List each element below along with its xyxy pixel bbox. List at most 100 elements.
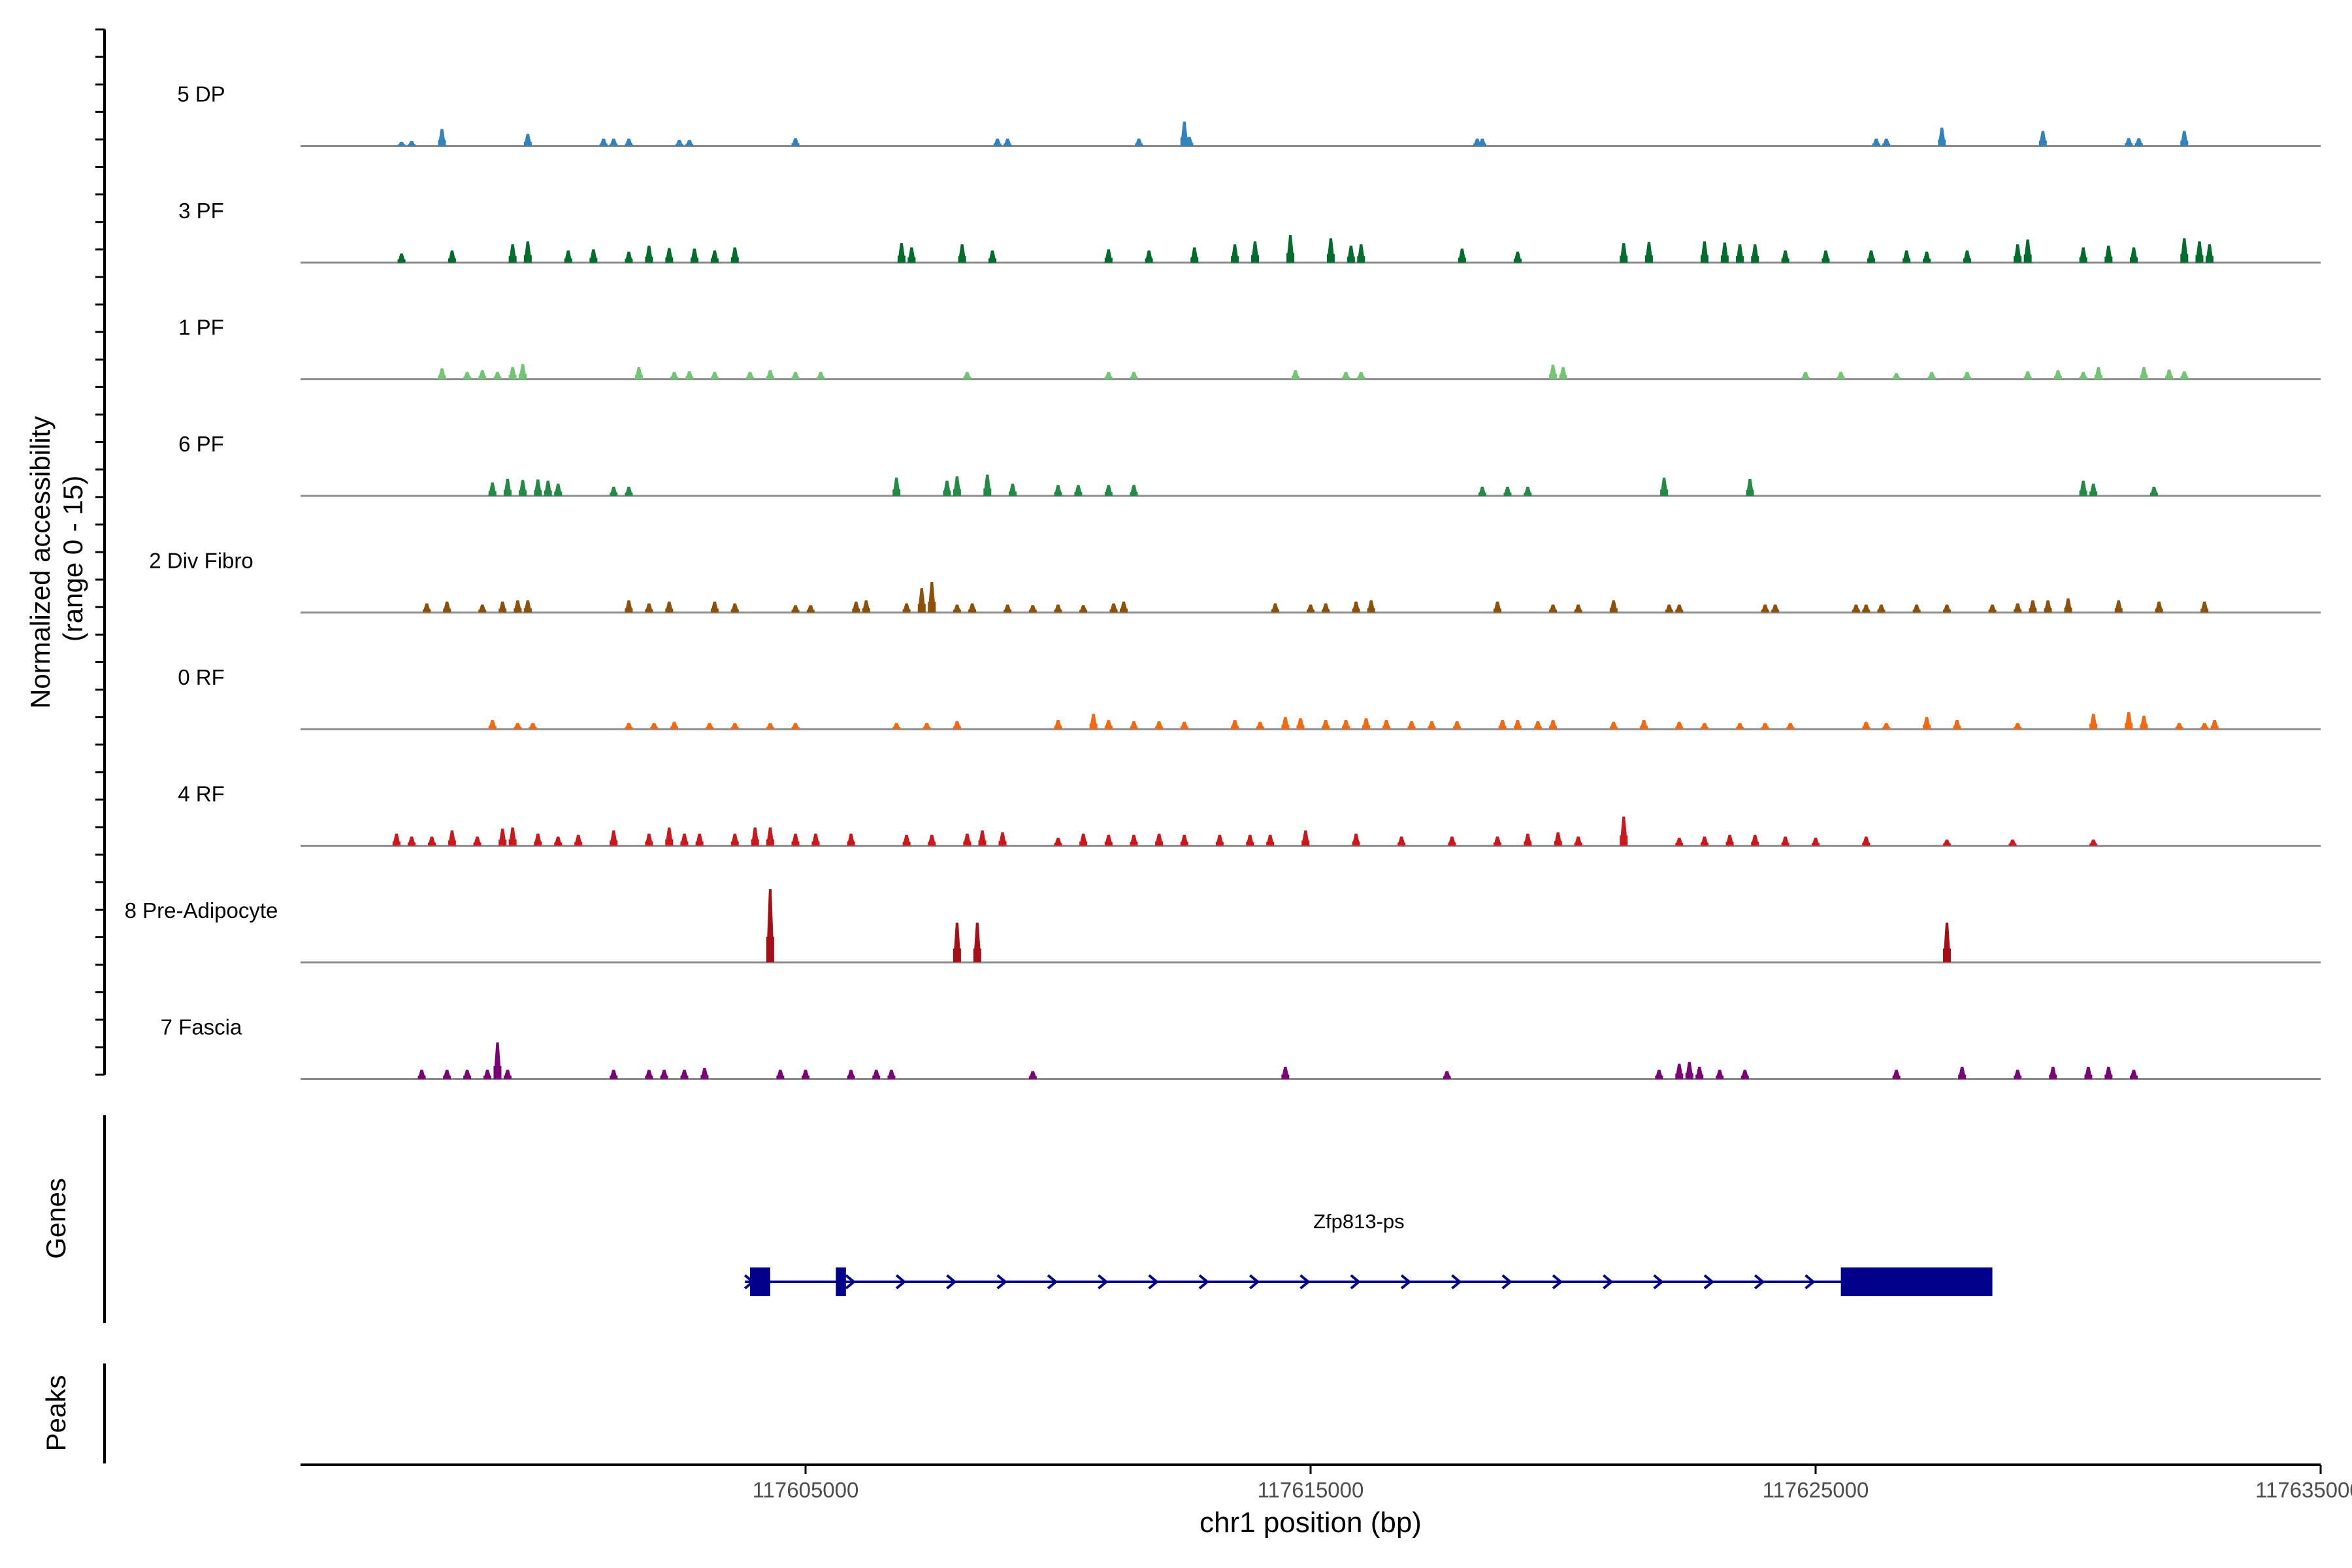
- peak-spike: [514, 723, 522, 729]
- peak-spike: [2200, 601, 2209, 613]
- peak-spike: [2149, 487, 2158, 496]
- peak-spike: [680, 833, 689, 846]
- peak-spike: [493, 372, 502, 380]
- peak-spike: [811, 833, 820, 846]
- peak-spike: [1942, 840, 1951, 846]
- peak-spike: [2038, 131, 2047, 146]
- peak-spike: [1155, 833, 1164, 846]
- peak-spike: [1867, 250, 1876, 263]
- coverage-tracks: 5 DP 3 PF 1 PF 6 PF 2 Div Fibro 0 RF 4 RF 8 Pre…: [125, 82, 2321, 1080]
- peak-spike: [1322, 720, 1330, 729]
- peak-spike: [2079, 480, 2087, 496]
- peak-spike: [968, 603, 977, 613]
- peak-spike: [408, 141, 416, 146]
- peak-spike: [2125, 711, 2133, 729]
- peak-spike: [1751, 834, 1759, 846]
- peak-spike: [1382, 720, 1390, 729]
- peak-spike: [534, 833, 542, 846]
- peak-spike: [872, 1070, 881, 1079]
- peak-spike: [1761, 604, 1769, 613]
- peak-spike: [1347, 245, 1355, 263]
- peak-spike: [1079, 833, 1088, 846]
- peak-spike: [1281, 717, 1290, 729]
- peak-spike: [529, 723, 537, 729]
- y-axis-title: Normalized accessibility (range 0 - 15): [25, 408, 88, 709]
- peak-spike: [1104, 249, 1113, 263]
- peak-spike: [423, 603, 431, 613]
- track-4: 2 Div Fibro: [149, 549, 2321, 613]
- peak-spike: [599, 139, 608, 146]
- track-1: 3 PF: [178, 199, 2321, 264]
- peak-spike: [554, 836, 563, 846]
- peak-spike: [1119, 601, 1128, 613]
- peak-spike: [973, 923, 981, 962]
- peak-spike: [2180, 371, 2189, 380]
- peak-spike: [928, 581, 936, 613]
- peak-spike: [2089, 483, 2098, 496]
- peak-spike: [478, 604, 487, 613]
- peak-spike: [519, 364, 527, 380]
- gene-direction-arrow: [996, 1274, 1007, 1290]
- peak-spike: [1357, 372, 1365, 380]
- peak-spike: [427, 836, 436, 846]
- peak-spike: [544, 480, 552, 496]
- peak-spike: [1574, 836, 1582, 846]
- peak-spike: [463, 372, 472, 380]
- peak-spike: [675, 140, 683, 146]
- peak-spike: [610, 139, 618, 146]
- peak-spike: [1892, 373, 1901, 380]
- peak-spike: [1357, 244, 1365, 263]
- peak-spike: [503, 478, 512, 496]
- peak-spike: [852, 601, 860, 613]
- peak-spike: [1231, 244, 1239, 263]
- peak-spike: [2104, 245, 2113, 263]
- peak-spike: [1533, 721, 1542, 729]
- peak-spike: [1620, 243, 1628, 263]
- peak-spike: [498, 601, 507, 613]
- peak-spike: [2175, 723, 2183, 729]
- peak-spike: [1700, 723, 1708, 729]
- peak-spike: [1301, 830, 1310, 846]
- gene-direction-arrow: [1754, 1274, 1765, 1290]
- x-tick-label: 117605000: [753, 1478, 859, 1502]
- peak-spike: [1771, 604, 1780, 613]
- gene-direction-arrow: [946, 1274, 957, 1290]
- peak-spike: [1180, 834, 1188, 846]
- peak-spike: [1286, 235, 1295, 263]
- peak-spike: [1271, 603, 1279, 613]
- peak-spike: [2084, 1066, 2093, 1079]
- track-label: 2 Div Fibro: [149, 549, 253, 573]
- peak-spike: [806, 605, 815, 613]
- peak-spike: [1145, 250, 1153, 263]
- peak-spike: [1786, 723, 1795, 729]
- peak-spike: [1478, 139, 1486, 146]
- track-6: 4 RF: [178, 782, 2321, 847]
- peak-spike: [1549, 365, 1558, 380]
- x-tick-label: 117625000: [1763, 1478, 1869, 1502]
- peak-spike: [1655, 1070, 1663, 1079]
- peak-spike: [847, 1070, 855, 1079]
- peak-spike: [1837, 372, 1845, 380]
- peak-spike: [1882, 139, 1891, 146]
- peak-spike: [963, 372, 972, 380]
- peak-spike: [953, 721, 961, 729]
- peak-spike: [928, 834, 936, 846]
- peak-spike: [1524, 833, 1532, 846]
- track-0: 5 DP: [177, 82, 2321, 147]
- peak-spike: [1942, 923, 1951, 962]
- peak-spike: [2129, 1070, 2138, 1079]
- peak-spike: [1620, 816, 1628, 846]
- gene-exon: [836, 1267, 846, 1296]
- track-label: 6 PF: [178, 432, 224, 456]
- peak-spike: [751, 827, 759, 846]
- peak-spike: [2089, 713, 2098, 729]
- peak-spike: [1675, 838, 1684, 846]
- peak-spike: [1781, 836, 1789, 846]
- peak-spike: [1089, 713, 1098, 729]
- peak-spike: [2023, 371, 2032, 380]
- peak-spike: [634, 367, 643, 380]
- peak-spike: [610, 1070, 618, 1079]
- peak-spike: [700, 1068, 709, 1079]
- gene-name-label: Zfp813-ps: [1313, 1210, 1405, 1233]
- gene-direction-arrow: [1603, 1274, 1614, 1290]
